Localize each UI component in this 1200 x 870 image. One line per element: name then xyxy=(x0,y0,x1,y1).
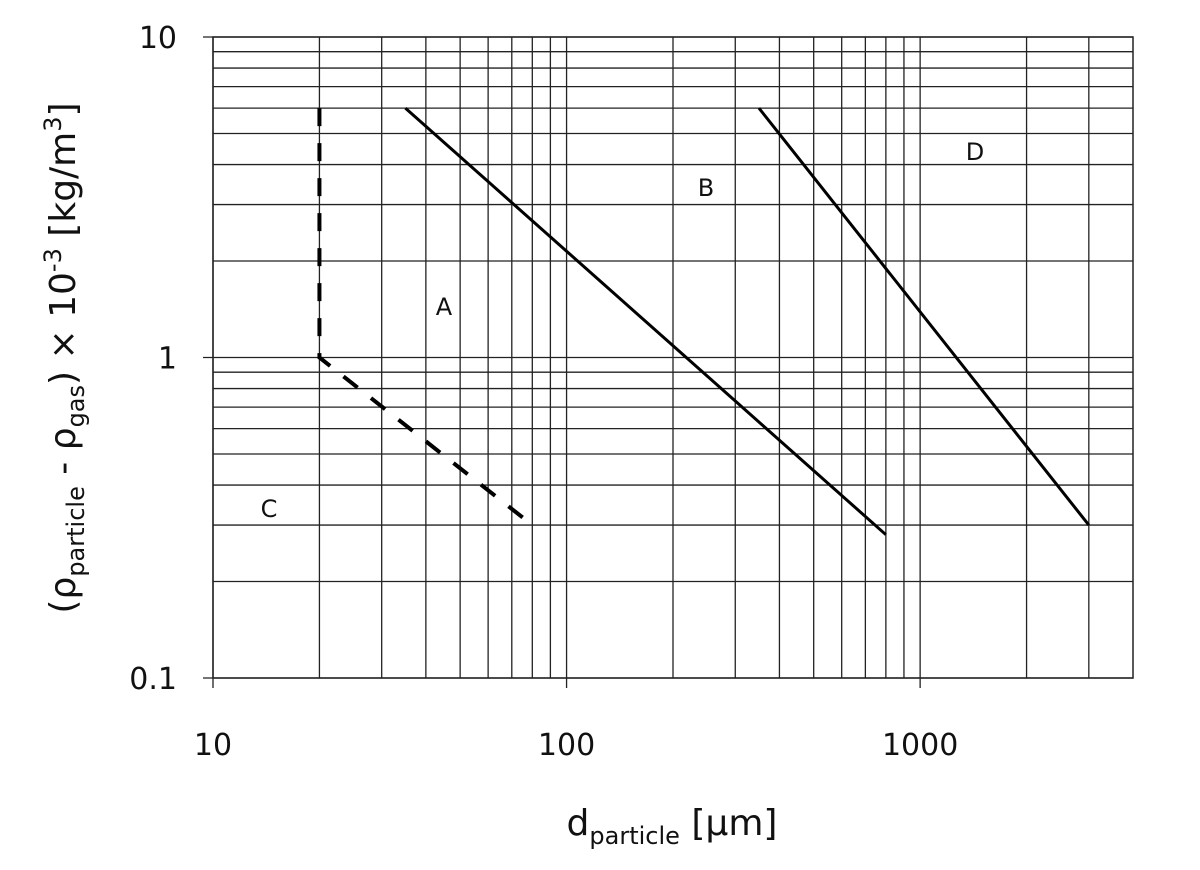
boundary-line xyxy=(317,108,534,527)
axis-title-part: - ρ xyxy=(43,427,84,486)
plot-frame xyxy=(212,36,1134,679)
axis-title: dparticle [μm] xyxy=(567,803,778,850)
axis-title-part: 3 xyxy=(39,116,67,131)
axis-title-part: [kg/m xyxy=(43,132,84,248)
axis-title-part: -3 xyxy=(39,248,67,272)
boundary-line xyxy=(404,106,887,536)
axis-title-part: (ρ xyxy=(43,577,84,614)
y-tick-label: 10 xyxy=(139,21,177,56)
region-label: D xyxy=(966,138,984,166)
axis-title-part: ] xyxy=(43,102,84,116)
y-tick-label: 1 xyxy=(158,342,177,377)
region-label: C xyxy=(261,495,278,523)
axis-title-part: ) × 10 xyxy=(43,272,84,385)
x-tick-label: 100 xyxy=(538,728,595,763)
axis-title-part: gas xyxy=(62,385,90,427)
axis-title-part: d xyxy=(567,803,590,844)
axis-title-part: [μm] xyxy=(680,803,778,844)
axis-title: (ρparticle - ρgas) × 10-3 [kg/m3] xyxy=(39,102,90,613)
region-label: A xyxy=(436,293,453,321)
y-tick-label: 0.1 xyxy=(129,662,177,697)
x-tick-label: 10 xyxy=(194,728,232,763)
axis-title-part: particle xyxy=(589,822,680,850)
boundary-line xyxy=(757,107,1091,527)
region-label: B xyxy=(698,174,714,202)
x-tick-label: 1000 xyxy=(882,728,958,763)
axis-title-part: particle xyxy=(62,486,90,577)
